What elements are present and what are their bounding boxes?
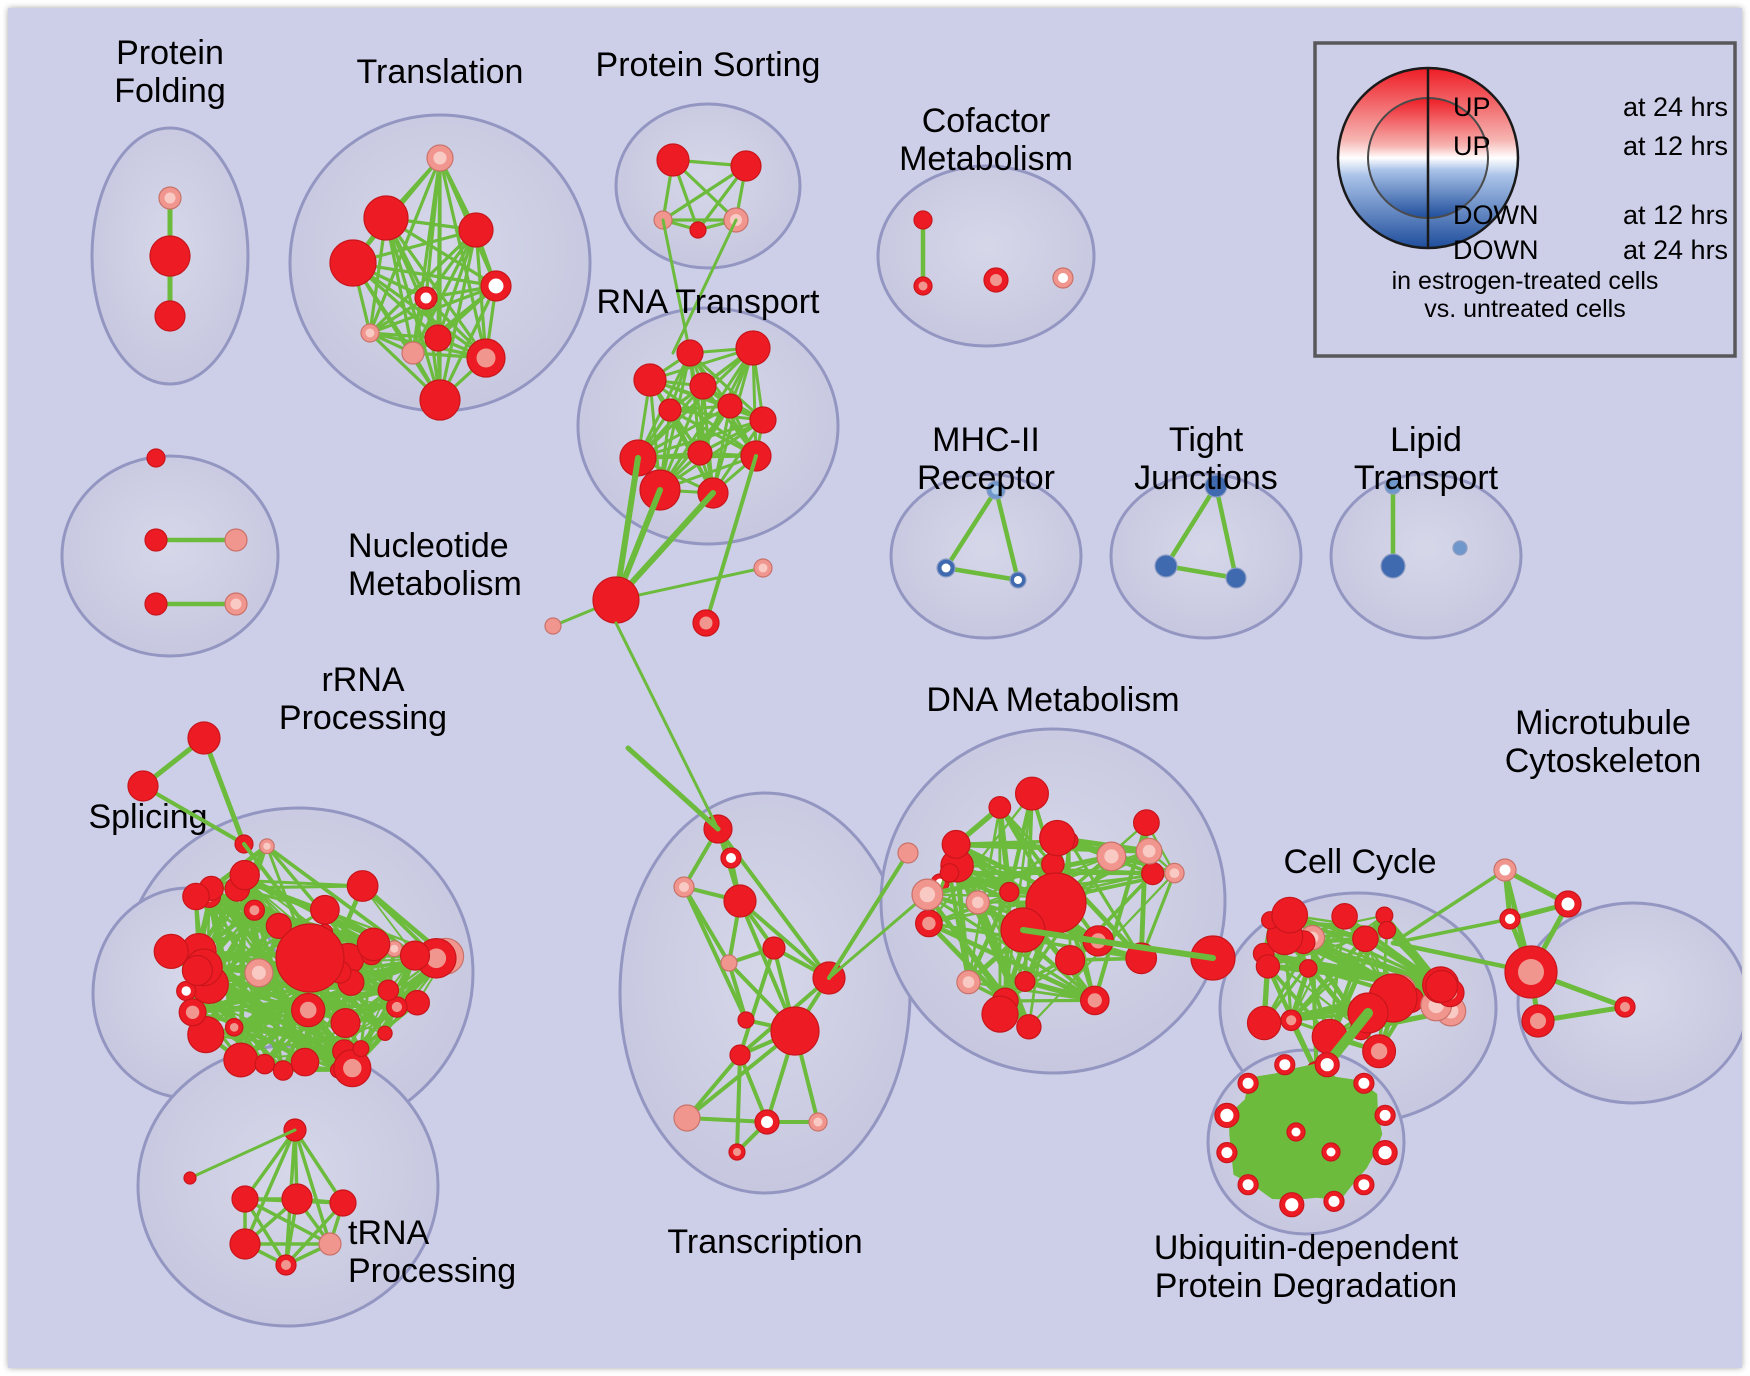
svg-text:at 12 hrs: at 12 hrs: [1623, 200, 1728, 230]
svg-text:at 24 hrs: at 24 hrs: [1623, 235, 1728, 265]
svg-text:RNA Transport: RNA Transport: [597, 283, 821, 321]
svg-text:Protein Sorting: Protein Sorting: [596, 46, 821, 84]
svg-text:Transcription: Transcription: [667, 1223, 862, 1261]
svg-text:Splicing: Splicing: [88, 798, 207, 836]
svg-text:DOWN: DOWN: [1453, 235, 1538, 265]
svg-text:Cell Cycle: Cell Cycle: [1283, 843, 1436, 881]
svg-text:DOWN: DOWN: [1453, 200, 1538, 230]
svg-text:at 24 hrs: at 24 hrs: [1623, 92, 1728, 122]
svg-text:UP: UP: [1453, 92, 1491, 122]
svg-text:at 12 hrs: at 12 hrs: [1623, 131, 1728, 161]
svg-text:DNA Metabolism: DNA Metabolism: [926, 681, 1179, 719]
svg-text:Translation: Translation: [357, 53, 524, 91]
svg-text:UP: UP: [1453, 131, 1491, 161]
